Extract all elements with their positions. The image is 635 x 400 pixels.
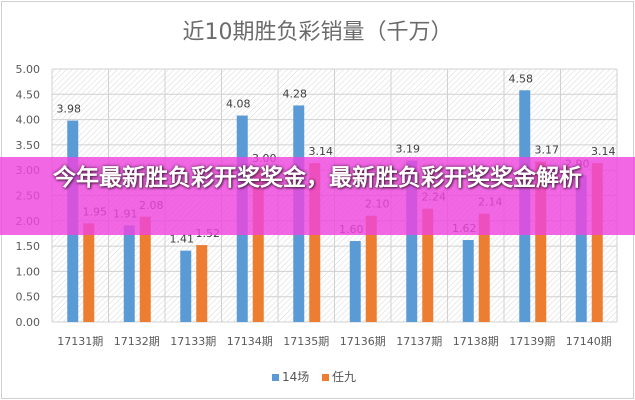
legend-item-14: 14场: [272, 368, 309, 385]
x-tick-label: 17131期: [57, 335, 103, 348]
bar-renjiu: [365, 215, 377, 322]
y-tick-label: 1.50: [16, 240, 41, 253]
data-label: 3.98: [57, 103, 82, 116]
x-tick-label: 17132期: [114, 335, 160, 348]
bar-renjiu: [139, 216, 151, 322]
bar-renjiu: [83, 223, 95, 322]
data-label: 1.41: [170, 233, 195, 246]
y-tick-label: 1.00: [16, 265, 41, 278]
bar-renjiu: [252, 170, 264, 322]
overlay-banner-text: 今年最新胜负彩开奖奖金，最新胜负彩开奖奖金解析: [53, 165, 582, 191]
y-tick-label: 4.00: [16, 114, 41, 127]
legend-label: 14场: [282, 370, 310, 384]
legend-swatch: [272, 374, 279, 381]
data-label: 4.08: [226, 98, 251, 111]
overlay-banner: [0, 157, 635, 235]
x-tick-label: 17133期: [170, 335, 216, 348]
bar-14: [180, 250, 192, 322]
bar-renjiu: [535, 161, 547, 322]
bar-renjiu: [478, 213, 490, 322]
data-label: 3.19: [396, 143, 421, 156]
bar-14: [349, 241, 361, 322]
bar-renjiu: [196, 245, 208, 322]
legend-swatch: [322, 374, 329, 381]
bar-14: [462, 240, 474, 322]
x-tick-label: 17135期: [283, 335, 329, 348]
y-tick-label: 0.50: [16, 291, 41, 304]
x-tick-label: 17136期: [340, 335, 386, 348]
data-label: 3.14: [309, 145, 334, 158]
bar-renjiu: [309, 163, 321, 322]
legend-item-renjiu: 任九: [322, 368, 356, 385]
data-label: 4.58: [509, 72, 534, 85]
bar-renjiu: [591, 163, 603, 322]
x-tick-label: 17140期: [566, 335, 612, 348]
x-tick-label: 17137期: [396, 335, 442, 348]
legend-label: 任九: [332, 370, 357, 384]
data-label: 3.14: [591, 145, 616, 158]
bar-14: [406, 160, 418, 322]
y-tick-label: 5.00: [16, 63, 41, 76]
bar-14: [575, 175, 587, 322]
x-tick-label: 17134期: [227, 335, 273, 348]
y-tick-label: 3.50: [16, 139, 41, 152]
x-tick-label: 17138期: [453, 335, 499, 348]
data-label: 3.17: [535, 144, 560, 157]
data-label: 4.28: [283, 87, 308, 100]
x-tick-label: 17139期: [509, 335, 555, 348]
y-tick-label: 0.00: [16, 316, 41, 329]
y-tick-label: 4.50: [16, 88, 41, 101]
chart-title: 近10期胜负彩销量（千万）: [182, 20, 453, 45]
bar-renjiu: [422, 208, 434, 322]
bar-14: [123, 225, 135, 322]
